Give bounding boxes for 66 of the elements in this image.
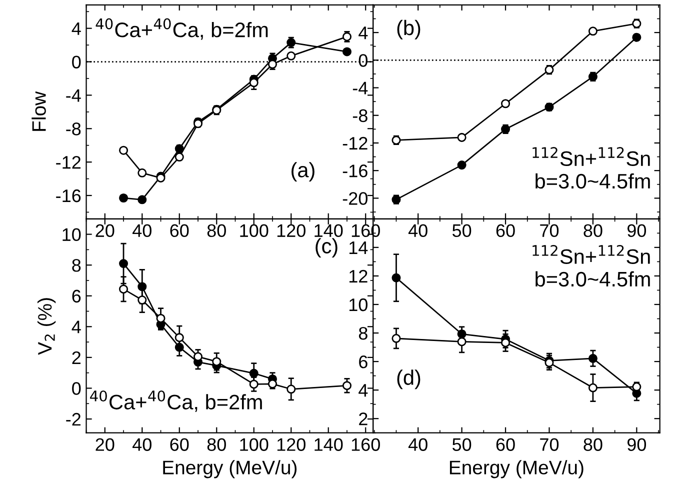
x-tick-label: 60 xyxy=(170,224,189,238)
y-tick-label: 12 xyxy=(349,270,368,282)
y-tick-label: -12 xyxy=(342,136,368,150)
y-tick-label: -4 xyxy=(66,89,81,102)
y-tick-label: 4 xyxy=(358,384,368,397)
y-tick-label: 0 xyxy=(72,382,81,395)
x-tick-label: 80 xyxy=(584,438,602,451)
y-axis-title: Flow xyxy=(32,91,46,131)
annotation: $^{112}$Sn+$^{112}$Sn b=3.0~4.5fm xyxy=(532,244,650,287)
annotation: (d) xyxy=(397,370,420,390)
x-tick-label: 50 xyxy=(452,224,472,238)
y-tick-label: 4 xyxy=(72,320,81,334)
x-tick-label: 60 xyxy=(170,438,189,451)
y-tick-label: 4 xyxy=(72,22,81,35)
y-tick-label: 8 xyxy=(72,259,81,272)
y-tick-label: 0 xyxy=(358,54,368,67)
x-tick-label: 80 xyxy=(584,224,602,238)
x-tick-label: 140 xyxy=(314,224,343,238)
x-tick-label: 120 xyxy=(277,438,306,451)
annotation: (c) xyxy=(316,238,338,258)
annotation: $^{40}$Ca+$^{40}$Ca, b=2fm xyxy=(96,18,268,40)
y-tick-label: -16 xyxy=(56,189,81,202)
x-tick-label: 20 xyxy=(96,224,114,238)
annotation: $^{112}$Sn+$^{112}$Sn b=3.0~4.5fm xyxy=(532,147,650,189)
x-tick-label: 70 xyxy=(540,438,559,451)
x-tick-label: 40 xyxy=(408,438,428,451)
x-tick-label: 60 xyxy=(496,438,515,451)
x-tick-label: 160 xyxy=(352,438,380,451)
x-tick-label: 70 xyxy=(540,224,559,238)
x-tick-label: 50 xyxy=(452,438,472,451)
x-tick-label: 80 xyxy=(207,438,226,451)
y-tick-label: -16 xyxy=(342,164,368,178)
x-tick-label: 40 xyxy=(408,224,428,238)
y-tick-label: -4 xyxy=(352,82,368,94)
y-tick-label: 8 xyxy=(358,326,368,340)
y-tick-label: -8 xyxy=(66,122,81,136)
x-tick-label: 80 xyxy=(207,224,226,238)
y-tick-label: -8 xyxy=(352,109,368,122)
x-axis-title: Energy (MeV/u) xyxy=(450,460,584,478)
x-tick-label: 120 xyxy=(277,224,306,238)
annotation: $^{40}$Ca+$^{40}$Ca, b=2fm xyxy=(90,390,262,412)
x-tick-label: 90 xyxy=(627,224,646,238)
annotation: (b) xyxy=(397,20,420,40)
x-axis-title: Energy (MeV/u) xyxy=(163,460,297,478)
x-tick-label: 40 xyxy=(132,438,152,451)
y-tick-label: 14 xyxy=(349,242,368,254)
y-tick-label: 10 xyxy=(62,228,81,242)
x-tick-label: 140 xyxy=(314,438,343,451)
y-tick-label: 6 xyxy=(359,355,368,368)
y-tick-label: 2 xyxy=(72,351,81,364)
annotation: (a) xyxy=(292,162,314,182)
x-tick-label: 40 xyxy=(132,224,152,238)
y-tick-label: 6 xyxy=(72,290,81,303)
y-tick-label: 0 xyxy=(72,56,81,68)
y-tick-label: -2 xyxy=(66,412,81,426)
y-tick-label: -12 xyxy=(56,156,81,169)
y-axis-title: V$_{2}$ (%) xyxy=(37,298,56,355)
y-tick-label: 10 xyxy=(349,298,368,312)
y-tick-label: 4 xyxy=(358,26,368,40)
x-tick-label: 100 xyxy=(240,438,268,451)
x-tick-label: 100 xyxy=(240,224,268,238)
x-tick-label: 60 xyxy=(496,224,515,238)
y-tick-label: -20 xyxy=(342,192,368,205)
x-tick-label: 20 xyxy=(96,438,114,451)
x-tick-label: 90 xyxy=(627,438,646,451)
y-tick-label: 2 xyxy=(359,412,368,426)
